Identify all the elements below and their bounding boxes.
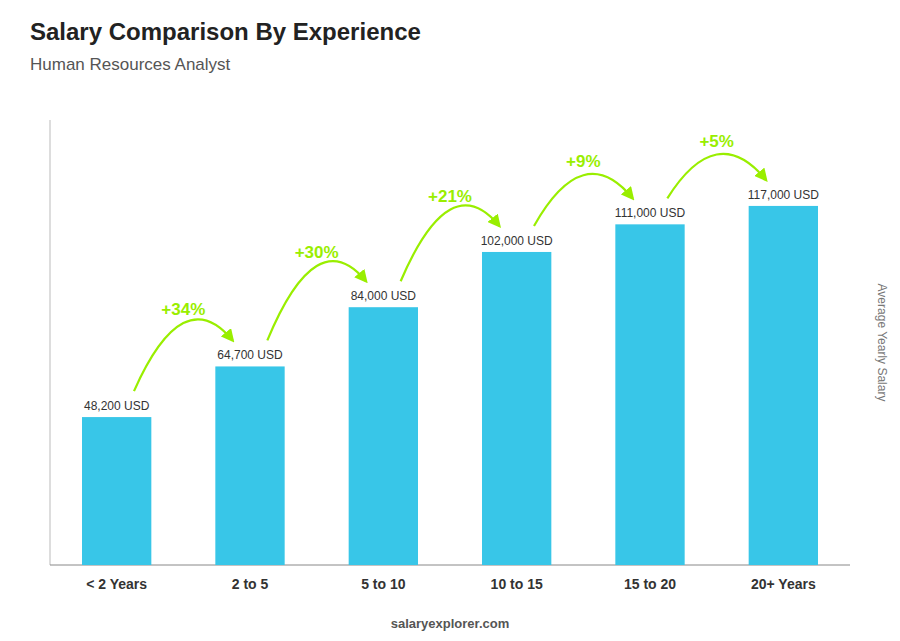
footer: salaryexplorer.com <box>391 616 510 631</box>
x-tick-label: 5 to 10 <box>361 576 406 592</box>
x-axis-line <box>50 565 850 566</box>
change-arrow <box>401 205 500 281</box>
annotation: +21% <box>428 187 472 206</box>
bar <box>615 224 684 565</box>
annotation: +30% <box>295 243 339 262</box>
bar <box>749 206 818 565</box>
change-arrow <box>134 319 233 391</box>
bar <box>82 417 151 565</box>
y-axis-line <box>50 120 51 565</box>
change-arrow <box>534 174 633 226</box>
x-tick-label: < 2 Years <box>86 576 147 592</box>
data-label: 102,000 USD <box>481 234 553 248</box>
chart: Salary Comparison By Experience Human Res… <box>0 0 900 641</box>
annotation: +34% <box>161 300 205 319</box>
x-tick-label: 2 to 5 <box>232 576 269 592</box>
y-axis-label: Average Yearly Salary <box>875 284 889 402</box>
data-label: 111,000 USD <box>615 206 686 220</box>
data-label: 117,000 USD <box>748 188 819 202</box>
change-arrow <box>267 261 366 340</box>
annotation: +9% <box>566 152 601 171</box>
annotation: +5% <box>699 132 734 151</box>
change-arrow <box>667 154 766 198</box>
bar <box>349 307 418 565</box>
bars <box>82 206 818 565</box>
data-label: 84,000 USD <box>351 289 417 303</box>
x-tick-label: 10 to 15 <box>491 576 543 592</box>
subtitle: Human Resources Analyst <box>30 55 231 74</box>
bar <box>482 252 551 565</box>
title: Salary Comparison By Experience <box>30 18 421 45</box>
data-label: 64,700 USD <box>217 348 283 362</box>
x-tick-label: 15 to 20 <box>624 576 676 592</box>
bar <box>215 366 284 565</box>
data-label: 48,200 USD <box>84 399 150 413</box>
x-tick-label: 20+ Years <box>751 576 816 592</box>
